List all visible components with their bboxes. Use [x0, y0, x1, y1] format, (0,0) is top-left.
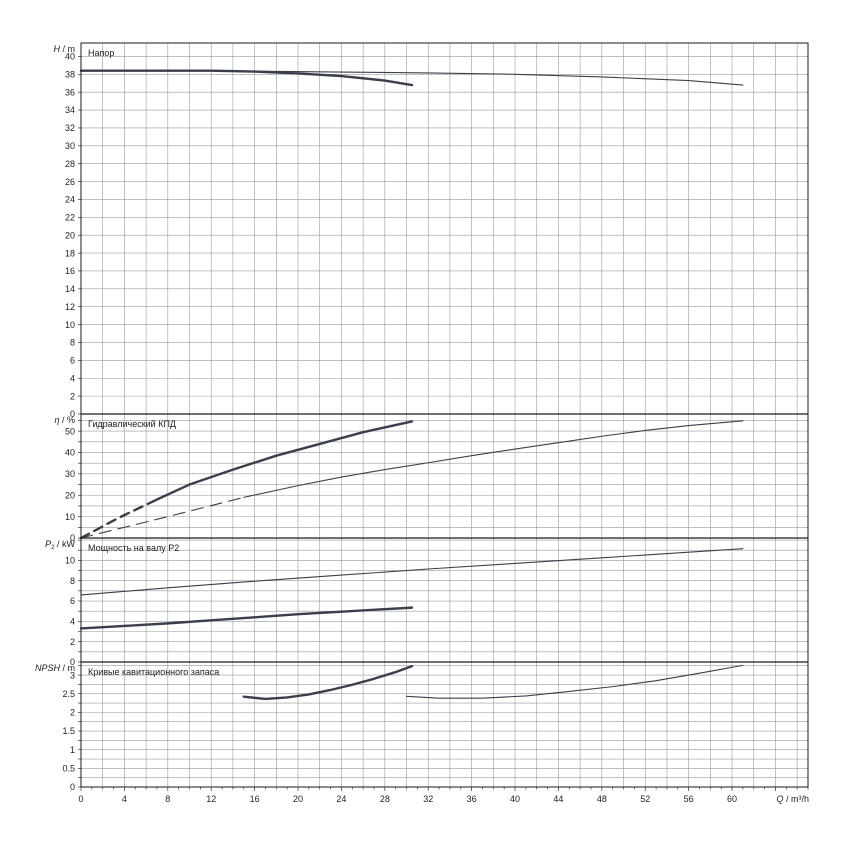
y-axis-label: NPSH / m	[35, 663, 75, 673]
panel-title: Гидравлический КПД	[88, 419, 176, 429]
panel-title: Мощность на валу P2	[88, 543, 179, 553]
curve-thick	[242, 664, 414, 701]
x-tick-label: 0	[78, 794, 83, 804]
y-tick-label: 10	[65, 320, 75, 330]
y-tick-label: 50	[65, 426, 75, 436]
x-tick-label: 60	[727, 794, 737, 804]
y-tick-label: 2	[70, 637, 75, 647]
y-tick-label: 2	[70, 708, 75, 718]
curve-thin	[80, 70, 744, 86]
x-tick-label: 8	[165, 794, 170, 804]
y-tick-label: 4	[70, 617, 75, 627]
y-tick-label: 22	[65, 213, 75, 223]
y-tick-label: 8	[70, 338, 75, 348]
y-tick-label: 8	[70, 576, 75, 586]
y-tick-label: 0	[70, 409, 75, 419]
x-tick-label: 32	[423, 794, 433, 804]
y-tick-label: 30	[65, 141, 75, 151]
y-tick-label: 0.5	[62, 764, 75, 774]
panel-title: Кривые кавитационного запаса	[88, 667, 219, 677]
y-axis-label: H / m	[54, 44, 76, 54]
x-tick-label: 44	[553, 794, 563, 804]
y-tick-label: 28	[65, 159, 75, 169]
y-tick-label: 1.5	[62, 726, 75, 736]
y-tick-label: 6	[70, 356, 75, 366]
y-tick-label: 40	[65, 448, 75, 458]
y-tick-label: 10	[65, 556, 75, 566]
y-tick-label: 18	[65, 248, 75, 258]
y-axis-label: η / %	[54, 415, 75, 425]
x-tick-label: 40	[510, 794, 520, 804]
plot-frame	[80, 42, 809, 788]
y-tick-label: 26	[65, 177, 75, 187]
grid-layer	[80, 43, 808, 788]
y-tick-label: 2	[70, 391, 75, 401]
y-tick-label: 6	[70, 596, 75, 606]
y-tick-label: 2.5	[62, 689, 75, 699]
curve-thin	[80, 548, 744, 596]
y-tick-label: 34	[65, 105, 75, 115]
curve-thick	[79, 69, 414, 87]
x-tick-label: 52	[640, 794, 650, 804]
x-tick-label: 36	[467, 794, 477, 804]
y-tick-label: 38	[65, 69, 75, 79]
y-tick-label: 10	[65, 512, 75, 522]
y-tick-label: 36	[65, 87, 75, 97]
y-tick-label: 0	[70, 782, 75, 792]
y-tick-label: 3	[70, 670, 75, 680]
y-tick-label: 30	[65, 469, 75, 479]
y-axis-label: P2 / kW	[45, 539, 75, 551]
x-tick-label: 20	[293, 794, 303, 804]
curve-thin	[405, 664, 744, 699]
curve-thick	[79, 606, 414, 630]
y-tick-label: 32	[65, 123, 75, 133]
curves-layer	[79, 69, 744, 701]
y-tick-label: 24	[65, 195, 75, 205]
curve-thin	[243, 420, 744, 498]
y-tick-label: 20	[65, 230, 75, 240]
y-tick-label: 40	[65, 52, 75, 62]
x-tick-label: 12	[206, 794, 216, 804]
x-tick-label: 24	[336, 794, 346, 804]
x-tick-label: 16	[250, 794, 260, 804]
y-tick-label: 4	[70, 373, 75, 383]
x-tick-label: 4	[122, 794, 127, 804]
x-axis-label: Q / m³/h	[776, 794, 809, 804]
curve-thick-dashed	[79, 498, 159, 540]
y-tick-label: 16	[65, 266, 75, 276]
y-tick-label: 0	[70, 657, 75, 667]
x-tick-label: 56	[684, 794, 694, 804]
panel-title: Напор	[88, 48, 114, 58]
x-tick-label: 48	[597, 794, 607, 804]
x-tick-label: 28	[380, 794, 390, 804]
y-tick-label: 0	[70, 533, 75, 543]
y-tick-label: 1	[70, 745, 75, 755]
y-tick-label: 20	[65, 490, 75, 500]
y-tick-label: 14	[65, 284, 75, 294]
curve-thick	[155, 420, 414, 501]
curve-thin-dashed	[80, 496, 245, 539]
y-tick-label: 12	[65, 302, 75, 312]
